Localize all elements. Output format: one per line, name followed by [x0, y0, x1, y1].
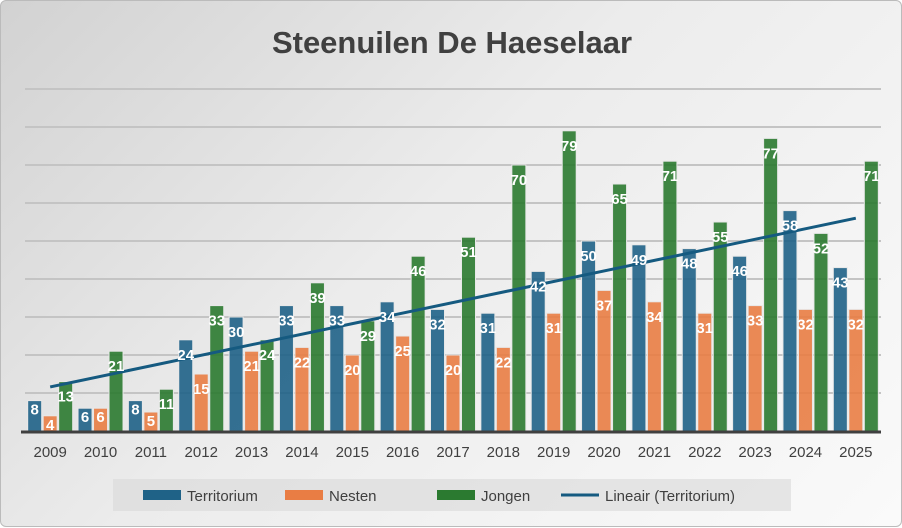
data-label: 46: [410, 263, 427, 280]
data-label: 24: [259, 347, 276, 364]
data-label: 51: [460, 244, 477, 261]
bar-territorium: [581, 240, 597, 432]
bar-jongen: [763, 137, 779, 432]
data-label: 33: [747, 313, 764, 330]
data-label: 58: [782, 218, 799, 235]
data-label: 55: [712, 229, 729, 246]
data-label: 8: [31, 402, 39, 419]
bar-territorium: [681, 248, 697, 432]
data-label: 4: [46, 417, 55, 434]
x-tick-label: 2010: [84, 444, 117, 461]
bar-jongen: [662, 160, 678, 432]
bar-jongen: [863, 160, 879, 432]
data-label: 34: [379, 309, 396, 326]
data-label: 32: [847, 316, 864, 333]
data-label: 33: [328, 313, 345, 330]
bar-territorium: [631, 244, 647, 432]
x-tick-label: 2013: [235, 444, 268, 461]
chart-title: Steenuilen De Haeselaar: [272, 25, 632, 60]
data-label: 37: [596, 297, 613, 314]
data-label: 22: [495, 354, 512, 371]
data-label: 30: [228, 324, 245, 341]
bar-jongen: [813, 232, 829, 432]
bar-jongen: [561, 130, 577, 432]
data-label: 42: [530, 278, 547, 295]
x-tick-label: 2012: [185, 444, 218, 461]
bar-jongen: [712, 221, 728, 432]
data-label: 33: [208, 313, 225, 330]
data-label: 65: [611, 191, 628, 208]
data-label: 24: [177, 347, 194, 364]
data-label: 79: [561, 138, 578, 155]
data-label: 71: [662, 168, 679, 185]
data-label: 32: [797, 316, 814, 333]
x-tick-label: 2020: [587, 444, 620, 461]
trendline: [49, 216, 857, 389]
data-label: 70: [511, 172, 528, 189]
x-tick-label: 2011: [135, 444, 167, 461]
data-label: 11: [158, 396, 174, 413]
legend-label: Territorium: [187, 488, 258, 505]
data-label: 33: [278, 313, 295, 330]
x-tick-label: 2023: [738, 444, 771, 461]
bar-jongen: [410, 255, 426, 432]
bar-territorium: [832, 267, 848, 432]
data-label: 77: [762, 145, 779, 162]
x-tick-label: 2019: [537, 444, 570, 461]
data-label: 15: [193, 381, 210, 398]
x-tick-label: 2024: [789, 444, 822, 461]
data-label: 20: [344, 362, 361, 379]
bar-territorium: [782, 210, 798, 432]
legend-swatch-icon: [143, 490, 181, 500]
data-label: 22: [294, 354, 311, 371]
data-label: 34: [646, 309, 663, 326]
x-tick-label: 2017: [436, 444, 469, 461]
bar-jongen: [511, 164, 527, 432]
data-label: 52: [813, 240, 830, 257]
data-label: 6: [81, 409, 89, 426]
data-label: 21: [108, 358, 125, 375]
bar-jongen: [461, 236, 476, 432]
legend-swatch-icon: [285, 490, 323, 500]
data-label: 31: [696, 320, 713, 337]
data-label: 21: [243, 358, 260, 375]
x-tick-label: 2009: [33, 444, 66, 461]
data-label: 39: [309, 290, 326, 307]
x-tick-label: 2015: [336, 444, 369, 461]
x-tick-label: 2021: [638, 444, 671, 461]
legend-label: Lineair (Territorium): [605, 488, 735, 505]
data-label: 50: [580, 248, 597, 265]
data-label: 31: [545, 320, 562, 337]
data-label: 13: [57, 389, 74, 406]
data-label: 5: [147, 413, 155, 430]
data-label: 8: [131, 402, 139, 419]
bar-jongen: [612, 183, 628, 432]
legend-label: Nesten: [329, 488, 377, 505]
bar-territorium: [732, 255, 748, 432]
data-label: 6: [96, 409, 104, 426]
data-label: 29: [359, 328, 376, 345]
data-label: 32: [429, 316, 446, 333]
x-tick-label: 2014: [285, 444, 318, 461]
data-label: 43: [832, 275, 849, 292]
legend-label: Jongen: [481, 488, 530, 505]
data-label: 49: [631, 252, 648, 269]
data-label: 46: [731, 263, 748, 280]
data-label: 48: [681, 256, 698, 273]
x-tick-label: 2022: [688, 444, 721, 461]
data-label: 71: [863, 168, 880, 185]
legend-swatch-icon: [437, 490, 475, 500]
data-label: 31: [480, 320, 497, 337]
x-tick-label: 2025: [839, 444, 872, 461]
x-tick-label: 2016: [386, 444, 419, 461]
data-label: 20: [445, 362, 462, 379]
data-label: 25: [394, 343, 411, 360]
x-tick-label: 2018: [487, 444, 520, 461]
